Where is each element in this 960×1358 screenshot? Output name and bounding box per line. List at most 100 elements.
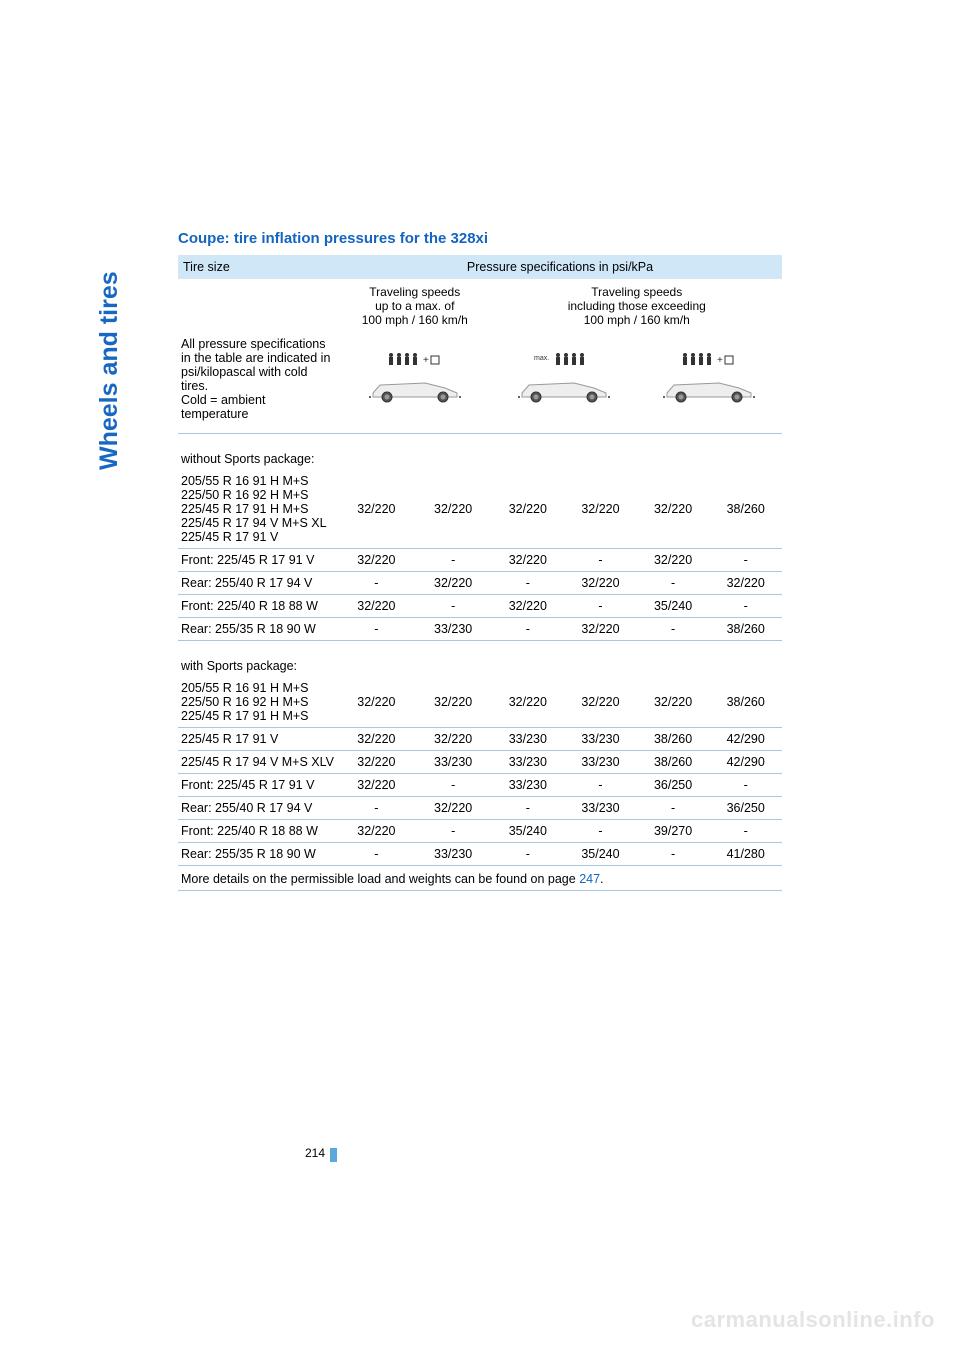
pressure-cell: - xyxy=(338,618,415,641)
page-number: 214 xyxy=(305,1146,325,1160)
footnote-text: More details on the permissible load and… xyxy=(181,872,579,886)
tire-size-cell: Rear: 255/35 R 18 90 W xyxy=(178,618,338,641)
tire-size-cell: Front: 225/45 R 17 91 V xyxy=(178,774,338,797)
pressure-table: Tire size Pressure specifications in psi… xyxy=(178,255,782,891)
pressure-cell: 32/220 xyxy=(637,470,710,549)
table-row: Rear: 255/35 R 18 90 W-33/230-35/240-41/… xyxy=(178,843,782,866)
pressure-cell: 32/220 xyxy=(492,595,565,618)
pressure-cell: 38/260 xyxy=(637,728,710,751)
pressure-cell: 32/220 xyxy=(338,751,415,774)
watermark: carmanualsonline.info xyxy=(691,1307,935,1333)
pressure-cell: - xyxy=(338,572,415,595)
speed-row: Traveling speeds up to a max. of 100 mph… xyxy=(178,279,782,333)
tire-size-cell: 225/45 R 17 94 V M+S XLV xyxy=(178,751,338,774)
pressure-cell: - xyxy=(637,797,710,820)
pressure-cell: - xyxy=(338,797,415,820)
page-marker xyxy=(330,1148,337,1162)
load-icon-max: max. xyxy=(492,333,637,434)
tire-size-cell: Rear: 255/35 R 18 90 W xyxy=(178,843,338,866)
pressure-cell: 32/220 xyxy=(338,549,415,572)
tire-size-header: Tire size xyxy=(178,255,338,279)
pressure-cell: 35/240 xyxy=(637,595,710,618)
table-row: Rear: 255/40 R 17 94 V-32/220-33/230-36/… xyxy=(178,797,782,820)
pressure-cell: 38/260 xyxy=(709,677,782,728)
table-header-row: Tire size Pressure specifications in psi… xyxy=(178,255,782,279)
tire-size-cell: Rear: 255/40 R 17 94 V xyxy=(178,797,338,820)
pressure-cell: 32/220 xyxy=(415,470,492,549)
pressure-cell: 33/230 xyxy=(564,797,637,820)
load-icon-partial: + xyxy=(338,333,492,434)
tire-size-cell: Front: 225/40 R 18 88 W xyxy=(178,595,338,618)
table-row: Front: 225/40 R 18 88 W32/220-35/240-39/… xyxy=(178,820,782,843)
table-row: 205/55 R 16 91 H M+S 225/50 R 16 92 H M+… xyxy=(178,677,782,728)
tire-size-cell: Front: 225/45 R 17 91 V xyxy=(178,549,338,572)
page-title: Coupe: tire inflation pressures for the … xyxy=(178,230,782,247)
pressure-cell: - xyxy=(338,843,415,866)
svg-text:+: + xyxy=(717,355,723,366)
pressure-cell: 32/220 xyxy=(564,572,637,595)
pressure-cell: 32/220 xyxy=(564,618,637,641)
pressure-cell: 33/230 xyxy=(415,618,492,641)
pressure-cell: - xyxy=(637,572,710,595)
pressure-cell: 33/230 xyxy=(492,751,565,774)
pressure-cell: 32/220 xyxy=(338,820,415,843)
pressure-cell: - xyxy=(709,595,782,618)
table-row: 205/55 R 16 91 H M+S 225/50 R 16 92 H M+… xyxy=(178,470,782,549)
pressure-cell: 32/220 xyxy=(415,797,492,820)
pressure-cell: 38/260 xyxy=(637,751,710,774)
pressure-cell: - xyxy=(564,820,637,843)
pressure-cell: 33/230 xyxy=(492,728,565,751)
pressure-cell: 33/230 xyxy=(415,751,492,774)
pressure-cell: 32/220 xyxy=(338,470,415,549)
pressure-cell: - xyxy=(709,549,782,572)
pressure-cell: - xyxy=(564,595,637,618)
pressure-cell: 36/250 xyxy=(637,774,710,797)
table-row: Front: 225/45 R 17 91 V32/220-32/220-32/… xyxy=(178,549,782,572)
pressure-cell: 35/240 xyxy=(564,843,637,866)
table-row: Rear: 255/40 R 17 94 V-32/220-32/220-32/… xyxy=(178,572,782,595)
pressure-cell: 32/220 xyxy=(415,728,492,751)
pressure-cell: - xyxy=(492,797,565,820)
pressure-cell: 32/220 xyxy=(338,774,415,797)
note-text: All pressure specifications in the table… xyxy=(178,333,338,434)
pressure-cell: 33/230 xyxy=(415,843,492,866)
pressure-spec-header: Pressure specifications in psi/kPa xyxy=(338,255,782,279)
tire-size-cell: 205/55 R 16 91 H M+S 225/50 R 16 92 H M+… xyxy=(178,470,338,549)
pressure-cell: 33/230 xyxy=(564,728,637,751)
pressure-cell: - xyxy=(415,820,492,843)
pressure-cell: - xyxy=(709,820,782,843)
pressure-cell: - xyxy=(415,595,492,618)
pressure-cell: 41/280 xyxy=(709,843,782,866)
tire-size-cell: 205/55 R 16 91 H M+S 225/50 R 16 92 H M+… xyxy=(178,677,338,728)
pressure-cell: - xyxy=(637,618,710,641)
pressure-cell: 32/220 xyxy=(492,677,565,728)
pressure-cell: - xyxy=(564,774,637,797)
pressure-cell: 36/250 xyxy=(709,797,782,820)
table-row: Front: 225/45 R 17 91 V32/220-33/230-36/… xyxy=(178,774,782,797)
side-section-label: Wheels and tires xyxy=(95,271,124,470)
pressure-cell: 35/240 xyxy=(492,820,565,843)
pressure-cell: 33/230 xyxy=(564,751,637,774)
main-content: Coupe: tire inflation pressures for the … xyxy=(0,0,960,891)
pressure-cell: 38/260 xyxy=(709,618,782,641)
svg-text:max.: max. xyxy=(534,355,549,362)
footnote-suffix: . xyxy=(600,872,603,886)
pressure-cell: 32/220 xyxy=(492,470,565,549)
table-row: 225/45 R 17 91 V32/22032/22033/23033/230… xyxy=(178,728,782,751)
pressure-cell: - xyxy=(415,774,492,797)
pressure-cell: 32/220 xyxy=(564,470,637,549)
pressure-cell: 32/220 xyxy=(338,677,415,728)
pressure-cell: - xyxy=(492,618,565,641)
pressure-cell: 32/220 xyxy=(637,677,710,728)
pressure-cell: - xyxy=(492,572,565,595)
note-row: All pressure specifications in the table… xyxy=(178,333,782,434)
pressure-cell: - xyxy=(415,549,492,572)
pressure-cell: 32/220 xyxy=(415,677,492,728)
pressure-cell: 32/220 xyxy=(338,595,415,618)
tire-size-cell: Rear: 255/40 R 17 94 V xyxy=(178,572,338,595)
footnote-link[interactable]: 247 xyxy=(579,872,600,886)
pressure-cell: 32/220 xyxy=(415,572,492,595)
section-with-label: with Sports package: xyxy=(178,641,782,678)
pressure-cell: - xyxy=(709,774,782,797)
pressure-cell: 32/220 xyxy=(492,549,565,572)
